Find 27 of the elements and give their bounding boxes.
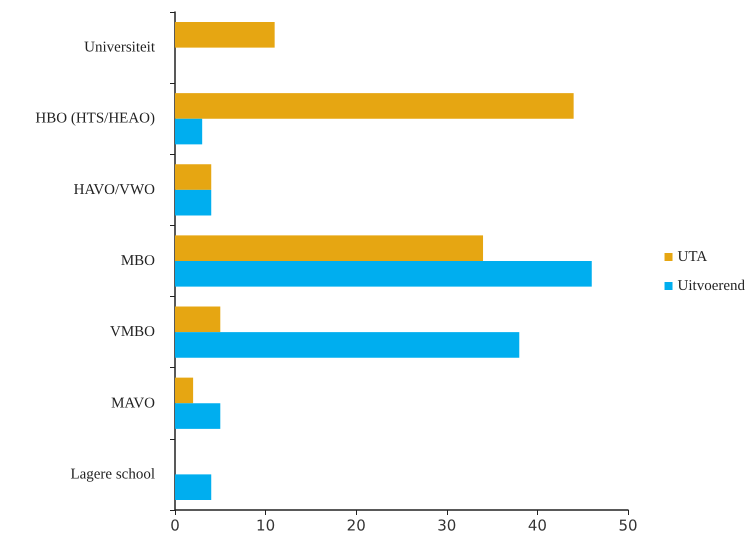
legend-label: Uitvoerend	[678, 278, 746, 294]
bar	[175, 378, 194, 404]
legend-label: UTA	[678, 249, 708, 265]
y-tick-label: Universiteit	[84, 40, 156, 56]
bar	[175, 306, 220, 332]
y-tick-label: VMBO	[110, 324, 156, 340]
y-tick-label: MBO	[120, 253, 156, 269]
y-tick-label: HAVO/VWO	[74, 182, 156, 198]
bar	[175, 190, 212, 216]
bar	[175, 164, 212, 190]
x-tick-label: 10	[256, 516, 276, 534]
y-tick-label: HBO (HTS/HEAO)	[35, 110, 155, 127]
bar	[175, 93, 574, 119]
y-tick-label: MAVO	[111, 395, 156, 412]
bar	[175, 22, 275, 48]
x-tick-label: 0	[170, 516, 180, 534]
bar	[175, 118, 202, 144]
bar	[175, 332, 520, 358]
x-tick-label: 20	[346, 516, 366, 534]
bar	[175, 235, 484, 261]
x-tick-label: 30	[437, 516, 456, 534]
y-tick-label: Lagere school	[70, 466, 155, 482]
bar	[175, 403, 220, 429]
x-tick-label: 40	[528, 516, 547, 534]
bar	[175, 261, 592, 287]
x-tick-label: 50	[618, 516, 638, 534]
bar	[175, 474, 212, 500]
